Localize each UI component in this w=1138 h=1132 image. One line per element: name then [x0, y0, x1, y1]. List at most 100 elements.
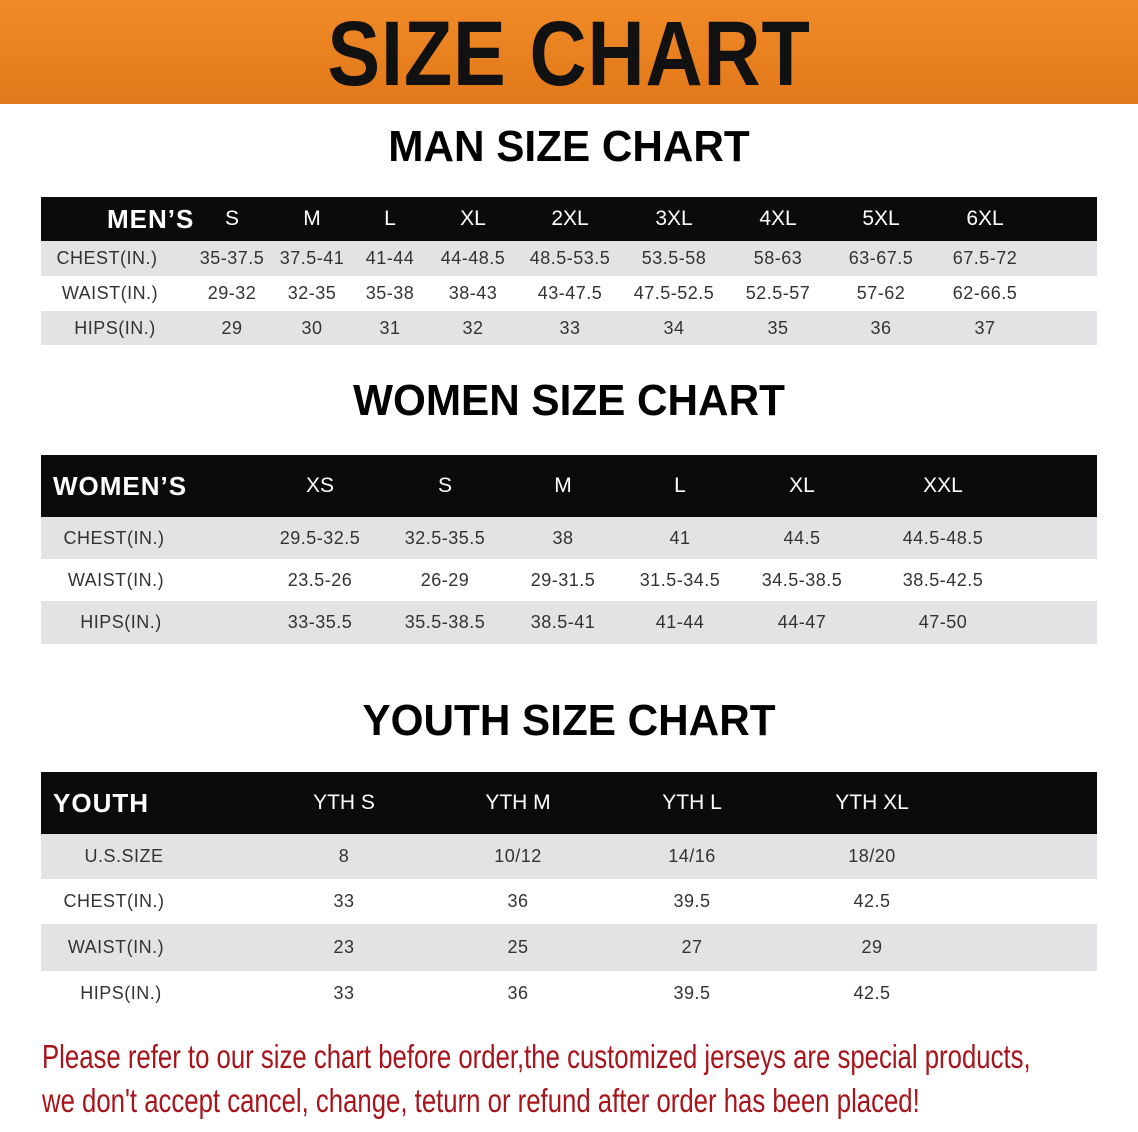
- measurement-value: 25: [507, 937, 529, 957]
- measurement-value: 32: [462, 317, 484, 338]
- table-row: CHEST(IN.) 35-37.5 37.5-41 41-44 44-48.5 48.5…: [41, 241, 1097, 276]
- banner: SIZE CHART: [0, 0, 1138, 105]
- women-section-title: WOMEN SIZE CHART: [353, 376, 785, 425]
- measurement-value: 44.5-48.5: [902, 527, 984, 548]
- measurement-value: 35: [767, 317, 789, 338]
- measurement-value: 38.5-41: [530, 612, 596, 632]
- youth-size-table: YOUTH YTH S YTH M YTH L YTH XL U.S.SIZE 8 10/12…: [41, 772, 1097, 1016]
- table-row: HIPS(IN.) 33 36 39.5 42.5: [41, 971, 1097, 1016]
- size-column-header: M: [554, 474, 572, 497]
- size-column-header: XXL: [923, 474, 963, 497]
- table-header-label: WOMEN’S: [53, 470, 188, 501]
- measurement-value: 14/16: [668, 846, 716, 866]
- measurement-label: CHEST(IN.): [56, 248, 158, 268]
- table-row: HIPS(IN.) 29 30 31 32 33 34 35 36 37: [41, 311, 1097, 345]
- youth-header-row: YOUTH YTH S YTH M YTH L YTH XL: [41, 772, 1097, 834]
- measurement-value: 34.5-38.5: [761, 569, 843, 590]
- measurement-value: 57-62: [856, 283, 906, 303]
- measurement-label: HIPS(IN.): [80, 612, 162, 632]
- measurement-value: 33: [559, 317, 581, 338]
- table-row: HIPS(IN.) 33-35.5 35.5-38.5 38.5-41 41-44 44-…: [41, 601, 1097, 644]
- size-column-header: XS: [305, 474, 335, 497]
- size-column-header: L: [384, 207, 396, 230]
- measurement-value: 36: [507, 891, 529, 911]
- measurement-label: HIPS(IN.): [74, 317, 156, 338]
- measurement-value: 44-47: [777, 612, 827, 632]
- measurement-value: 39.5: [673, 983, 711, 1003]
- measurement-value: 30: [301, 317, 323, 338]
- size-column-header: YTH S: [313, 791, 375, 814]
- measurement-value: 38.5-42.5: [902, 569, 984, 590]
- measurement-value: 38: [552, 527, 574, 548]
- measurement-value: 33: [333, 983, 355, 1003]
- table-row: WAIST(IN.) 29-32 32-35 35-38 38-43 43-47.5 47.…: [41, 276, 1097, 311]
- table-header-label: MEN’S: [107, 203, 195, 234]
- size-column-header: XL: [789, 474, 815, 497]
- size-column-header: XL: [460, 207, 486, 230]
- measurement-value: 42.5: [853, 891, 891, 911]
- size-column-header: YTH L: [662, 791, 722, 814]
- measurement-value: 42.5: [853, 983, 891, 1003]
- measurement-label: WAIST(IN.): [67, 569, 165, 590]
- measurement-value: 33-35.5: [287, 612, 353, 632]
- notice-line-1: Please refer to our size chart before or…: [42, 1038, 1031, 1075]
- measurement-value: 8: [338, 846, 350, 866]
- measurement-value: 43-47.5: [537, 283, 603, 303]
- measurement-value: 31.5-34.5: [639, 569, 721, 590]
- size-column-header: 2XL: [551, 207, 589, 230]
- measurement-value: 41-44: [655, 612, 705, 632]
- measurement-label: CHEST(IN.): [63, 891, 165, 911]
- measurement-value: 58-63: [753, 248, 803, 268]
- measurement-value: 26-29: [420, 569, 470, 590]
- measurement-value: 27: [681, 937, 703, 957]
- measurement-value: 10/12: [494, 846, 542, 866]
- measurement-value: 67.5-72: [952, 248, 1018, 268]
- women-size-table: WOMEN’S XS S M L XL XXL CHEST(IN.) 29.5-32.5 32.5…: [41, 455, 1097, 644]
- table-header-label: YOUTH: [53, 787, 149, 818]
- men-section-title: MAN SIZE CHART: [388, 122, 750, 171]
- table-row: WAIST(IN.) 23 25 27 29: [41, 924, 1097, 971]
- measurement-value: 23: [333, 937, 355, 957]
- size-column-header: YTH M: [485, 791, 551, 814]
- measurement-value: 29-32: [207, 283, 257, 303]
- measurement-value: 35-38: [365, 283, 415, 303]
- measurement-value: 38-43: [448, 283, 498, 303]
- measurement-label: HIPS(IN.): [80, 983, 162, 1003]
- measurement-value: 33: [333, 891, 355, 911]
- measurement-value: 44.5: [783, 527, 821, 548]
- size-column-header: 6XL: [966, 207, 1004, 230]
- size-column-header: S: [437, 474, 453, 497]
- measurement-value: 41-44: [365, 248, 415, 268]
- measurement-value: 29: [221, 317, 243, 338]
- size-column-header: S: [224, 207, 240, 230]
- measurement-value: 29.5-32.5: [279, 527, 361, 548]
- measurement-value: 29: [861, 937, 883, 957]
- table-row: CHEST(IN.) 33 36 39.5 42.5: [41, 879, 1097, 924]
- size-column-header: 3XL: [655, 207, 693, 230]
- table-row: U.S.SIZE 8 10/12 14/16 18/20: [41, 834, 1097, 879]
- measurement-value: 53.5-58: [641, 248, 707, 268]
- size-column-header: 4XL: [759, 207, 797, 230]
- measurement-value: 47-50: [918, 612, 968, 632]
- measurement-value: 29-31.5: [530, 569, 596, 590]
- measurement-value: 18/20: [848, 846, 896, 866]
- measurement-value: 47.5-52.5: [633, 283, 715, 303]
- measurement-value: 48.5-53.5: [529, 248, 611, 268]
- size-column-header: YTH XL: [835, 791, 909, 814]
- measurement-label: U.S.SIZE: [84, 846, 164, 866]
- measurement-label: CHEST(IN.): [63, 527, 165, 548]
- measurement-value: 32-35: [287, 283, 337, 303]
- measurement-value: 35.5-38.5: [404, 612, 486, 632]
- measurement-value: 52.5-57: [745, 283, 811, 303]
- size-column-header: M: [303, 207, 321, 230]
- measurement-value: 36: [507, 983, 529, 1003]
- size-column-header: 5XL: [862, 207, 900, 230]
- measurement-label: WAIST(IN.): [61, 283, 159, 303]
- measurement-value: 63-67.5: [848, 248, 914, 268]
- measurement-value: 37.5-41: [279, 248, 345, 268]
- youth-section-title: YOUTH SIZE CHART: [362, 696, 776, 745]
- measurement-value: 32.5-35.5: [404, 527, 486, 548]
- measurement-value: 62-66.5: [952, 283, 1018, 303]
- men-size-table: MEN’S S M L XL 2XL 3XL 4XL 5XL 6XL CHEST(IN.) 35-37…: [41, 197, 1097, 345]
- measurement-value: 35-37.5: [199, 248, 265, 268]
